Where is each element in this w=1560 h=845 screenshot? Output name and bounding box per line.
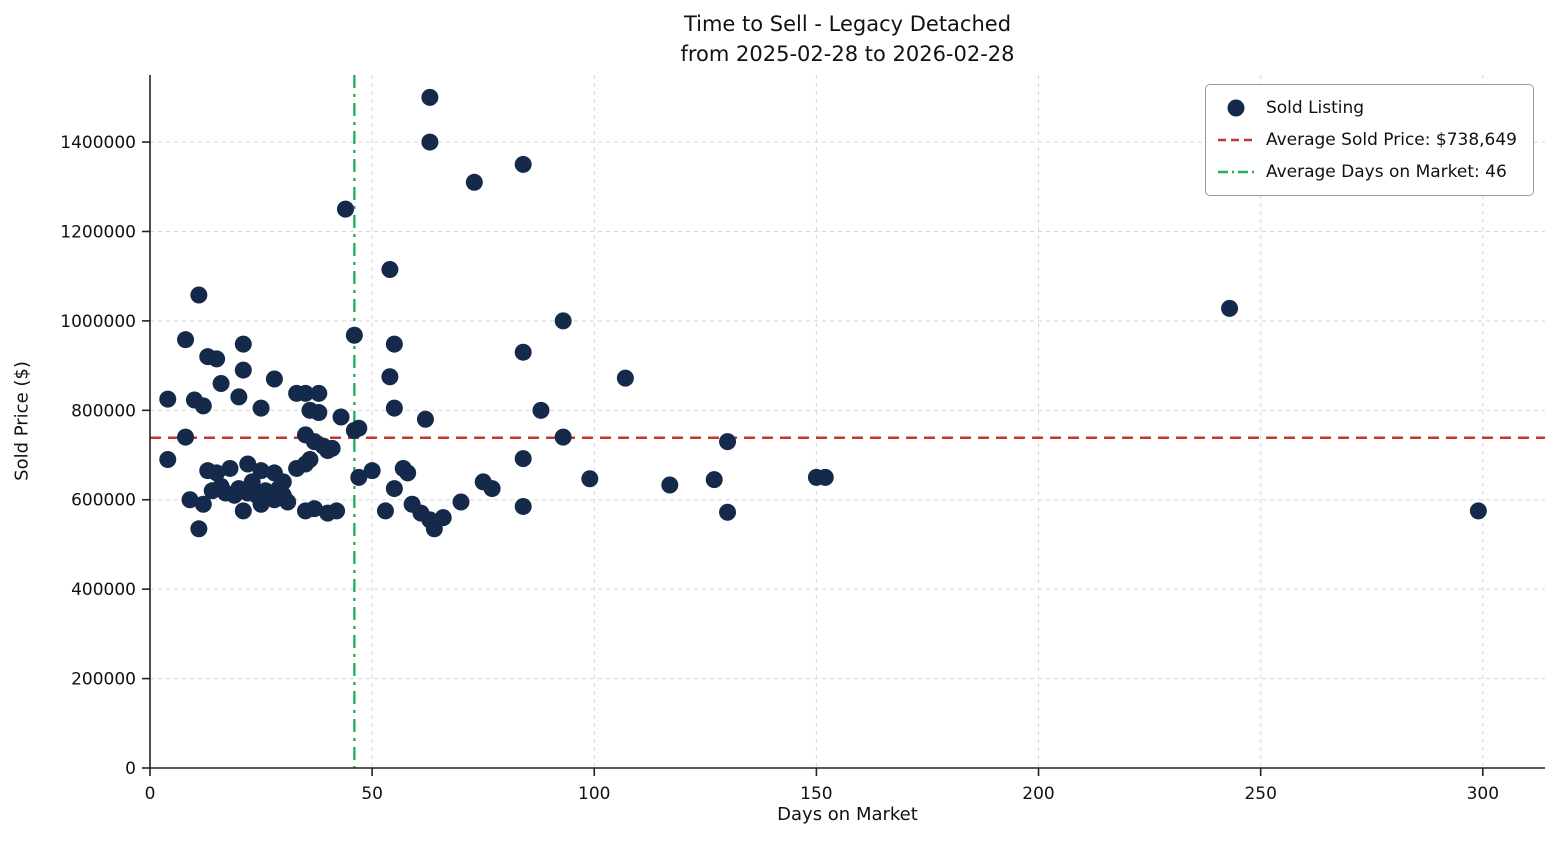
dashdot-line-icon	[1217, 170, 1254, 174]
scatter-dot-icon	[1227, 99, 1245, 117]
svg-text:0: 0	[125, 759, 136, 779]
svg-text:0: 0	[145, 784, 156, 804]
chart-legend: Sold Listing Average Sold Price: $738,64…	[1204, 84, 1534, 196]
chart-title-line2: from 2025-02-28 to 2026-02-28	[680, 41, 1015, 66]
chart-title-line1: Time to Sell - Legacy Detached	[683, 12, 1012, 36]
svg-text:150: 150	[800, 784, 832, 804]
axis-spines	[149, 75, 1545, 769]
svg-text:200: 200	[1022, 784, 1054, 804]
tick-labels: 0 50 100 150 200 250 300 0 200000 400000 600000 800…	[60, 133, 1499, 804]
scatter-points	[159, 88, 1487, 538]
legend-item-sold-listing: Sold Listing	[1218, 93, 1517, 123]
x-axis-label: Days on Market	[777, 804, 918, 825]
svg-text:1200000: 1200000	[60, 222, 136, 242]
svg-text:400000: 400000	[71, 580, 136, 600]
legend-item-avg-sold-price: Average Sold Price: $738,649	[1217, 125, 1517, 155]
svg-text:800000: 800000	[71, 401, 136, 421]
svg-text:1400000: 1400000	[60, 133, 136, 153]
chart-title: Time to Sell - Legacy Detached from 2025…	[150, 10, 1545, 70]
svg-text:1000000: 1000000	[60, 312, 136, 332]
svg-text:200000: 200000	[71, 670, 136, 690]
svg-text:250: 250	[1244, 784, 1276, 804]
svg-text:600000: 600000	[71, 491, 136, 511]
dashed-line-icon	[1217, 138, 1254, 142]
svg-text:50: 50	[361, 784, 383, 804]
svg-text:300: 300	[1467, 784, 1499, 804]
legend-label-avg-sold-price: Average Sold Price: $738,649	[1265, 130, 1517, 150]
y-axis-label: Sold Price ($)	[11, 361, 33, 481]
legend-item-avg-days-on-market: Average Days on Market: 46	[1217, 157, 1517, 187]
svg-text:100: 100	[578, 784, 610, 804]
legend-label-sold-listing: Sold Listing	[1265, 98, 1365, 118]
legend-label-avg-days-on-market: Average Days on Market: 46	[1265, 162, 1507, 182]
